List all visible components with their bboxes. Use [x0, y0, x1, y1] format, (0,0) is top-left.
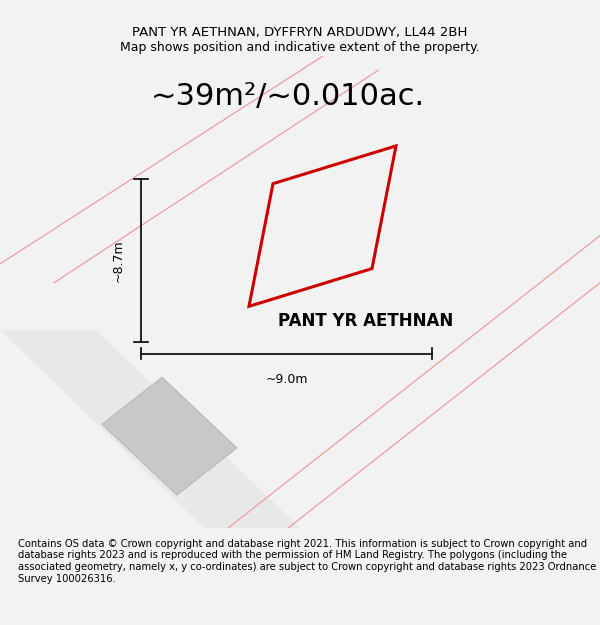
Text: Contains OS data © Crown copyright and database right 2021. This information is : Contains OS data © Crown copyright and d… [18, 539, 596, 584]
Text: ~9.0m: ~9.0m [265, 373, 308, 386]
Text: PANT YR AETHNAN, DYFFRYN ARDUDWY, LL44 2BH: PANT YR AETHNAN, DYFFRYN ARDUDWY, LL44 2… [133, 26, 467, 39]
Text: ~8.7m: ~8.7m [112, 239, 125, 282]
Text: Map shows position and indicative extent of the property.: Map shows position and indicative extent… [120, 41, 480, 54]
Polygon shape [102, 377, 237, 495]
Text: ~39m²/~0.010ac.: ~39m²/~0.010ac. [151, 82, 425, 111]
Polygon shape [0, 330, 300, 528]
Text: PANT YR AETHNAN: PANT YR AETHNAN [278, 311, 454, 329]
